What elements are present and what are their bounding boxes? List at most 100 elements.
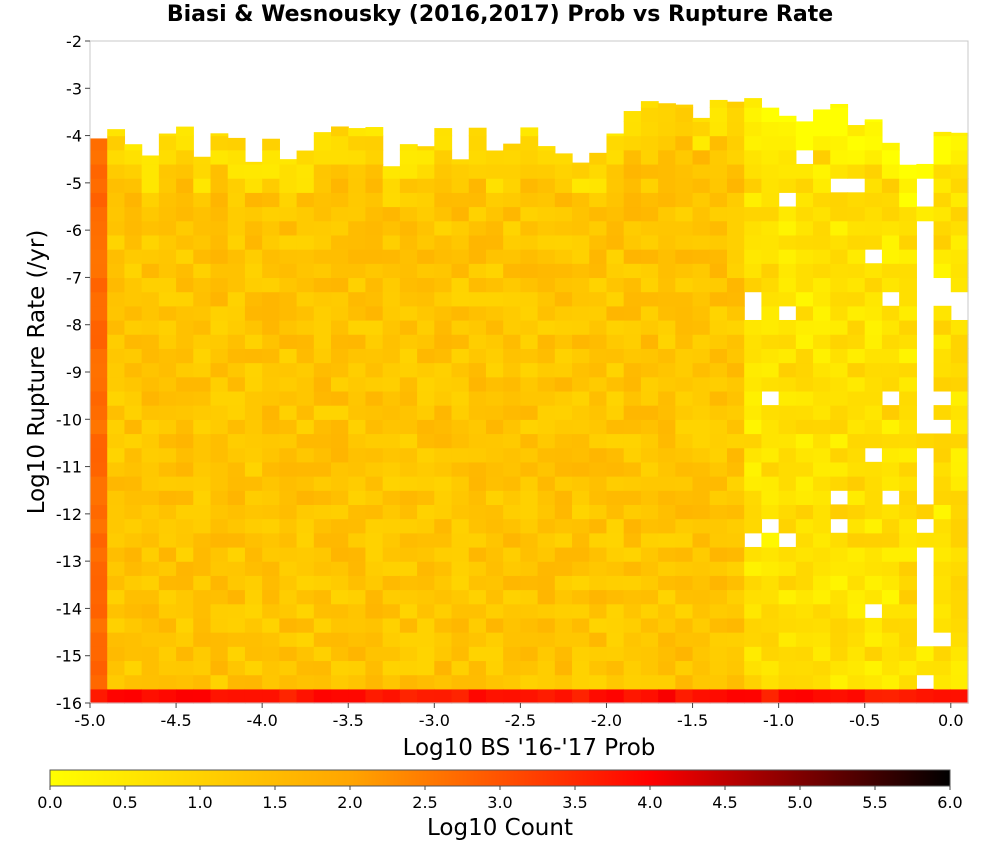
heatmap-cell (503, 206, 521, 222)
heatmap-cell (227, 220, 246, 236)
heatmap-cell (520, 206, 539, 222)
heatmap-cell (623, 376, 642, 392)
heatmap-cell (847, 419, 866, 435)
heatmap-cell (640, 163, 659, 179)
heatmap-cell (244, 546, 263, 562)
heatmap-cell (830, 405, 849, 420)
heatmap-cell (606, 277, 625, 293)
heatmap-cell (503, 319, 521, 335)
heatmap-cell (313, 419, 332, 435)
heatmap-cell (485, 674, 504, 690)
heatmap-cell (176, 461, 194, 477)
heatmap-cell (726, 660, 745, 676)
heatmap-cell (262, 632, 280, 647)
heatmap-cell (554, 419, 573, 435)
heatmap-cell (589, 575, 608, 591)
heatmap-cell (520, 376, 539, 392)
heatmap-cell (176, 546, 194, 562)
heatmap-cell (795, 178, 814, 193)
heatmap-cell (313, 362, 332, 378)
heatmap-cell (950, 132, 969, 137)
heatmap-cell (881, 220, 900, 236)
heatmap-cell (881, 405, 900, 420)
heatmap-cell (382, 461, 401, 477)
heatmap-cell (658, 277, 676, 293)
heatmap-cell (503, 589, 521, 605)
heatmap-cell (313, 575, 332, 591)
heatmap-cell (778, 589, 797, 605)
heatmap-cell (950, 504, 969, 520)
heatmap-cell (244, 632, 263, 647)
heatmap-cell (331, 305, 349, 321)
heatmap-cell (193, 249, 212, 264)
heatmap-cell (210, 163, 229, 179)
heatmap-cell (933, 617, 952, 633)
heatmap-cell (227, 390, 246, 406)
heatmap-cell (606, 518, 625, 534)
heatmap-cell (933, 249, 952, 264)
heatmap-cell (399, 532, 418, 548)
heatmap-cell (434, 135, 453, 151)
heatmap-cell (451, 305, 470, 321)
heatmap-cell (382, 603, 401, 619)
heatmap-cell (485, 249, 504, 264)
heatmap-cell (899, 674, 917, 690)
heatmap-cell (262, 518, 280, 534)
heatmap-cell (176, 603, 194, 619)
heatmap-cell (124, 617, 143, 633)
heatmap-cell (709, 532, 728, 548)
heatmap-cell (382, 376, 401, 392)
heatmap-cell (554, 476, 573, 491)
heatmap-cell (537, 277, 556, 293)
heatmap-cell (227, 206, 246, 222)
heatmap-cell (778, 234, 797, 250)
heatmap-cell (761, 447, 780, 463)
heatmap-cell (451, 589, 470, 605)
heatmap-cell (193, 334, 212, 349)
heatmap-cell (399, 362, 418, 378)
heatmap-cell (709, 575, 728, 591)
heatmap-cell (485, 206, 504, 222)
heatmap-cell (451, 433, 470, 449)
heatmap-cell (296, 405, 315, 420)
heatmap-cell (864, 305, 883, 321)
heatmap-cell (90, 674, 108, 690)
y-tick-label: -16 (56, 694, 82, 713)
heatmap-cell (933, 490, 952, 505)
heatmap-cell (503, 476, 521, 491)
heatmap-cell (331, 490, 349, 505)
heatmap-cell (468, 476, 487, 491)
heatmap-cell (864, 121, 883, 137)
heatmap-cell (399, 376, 418, 392)
heatmap-cell (726, 263, 745, 279)
heatmap-cell (244, 461, 263, 477)
heatmap-cell (813, 390, 831, 406)
heatmap-cell (813, 447, 831, 463)
heatmap-cell (881, 617, 900, 633)
heatmap-cell (176, 334, 194, 349)
heatmap-cell (933, 192, 952, 208)
heatmap-cell (434, 149, 453, 165)
heatmap-cell (124, 305, 143, 321)
heatmap-cell (606, 263, 625, 279)
heatmap-cell (692, 249, 711, 264)
heatmap-cell (744, 433, 763, 449)
heatmap-cell (141, 277, 160, 293)
heatmap-cell (210, 461, 229, 477)
heatmap-cell (623, 447, 642, 463)
heatmap-cell (90, 660, 108, 676)
heatmap-cell (262, 603, 280, 619)
heatmap-cell (434, 646, 453, 662)
heatmap-cell (158, 405, 177, 420)
heatmap-cell (382, 305, 401, 321)
heatmap-cell (537, 206, 556, 222)
heatmap-cell (761, 305, 780, 321)
heatmap-cell (124, 319, 143, 335)
heatmap-cell (262, 532, 280, 548)
y-tick-label: -3 (66, 79, 82, 98)
heatmap-cell (503, 149, 521, 165)
heatmap-cell (279, 348, 298, 364)
heatmap-cell (399, 291, 418, 307)
heatmap-cell (761, 589, 780, 605)
heatmap-cell (658, 632, 676, 647)
